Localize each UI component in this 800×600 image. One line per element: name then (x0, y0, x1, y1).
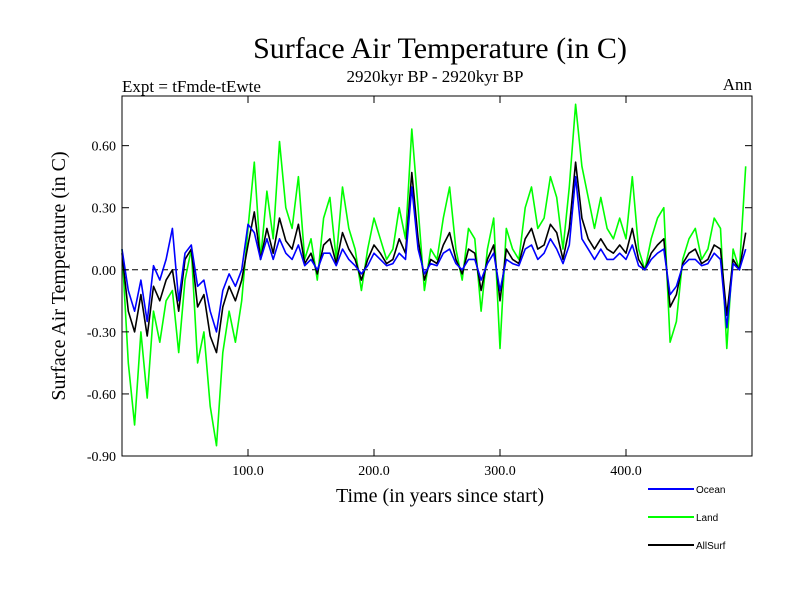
series-line-allsurf (121, 161, 747, 354)
series-line-land (121, 103, 747, 447)
x-tick-label: 300.0 (484, 464, 516, 479)
y-tick-label: 0.30 (92, 202, 117, 217)
y-tick-label: 0.60 (92, 140, 117, 155)
x-axis-label: Time (in years since start) (336, 485, 544, 507)
y-tick-label: -0.90 (87, 450, 116, 465)
plot-frame (121, 95, 753, 457)
y-axis-label: Surface Air Temperature (in C) (48, 151, 70, 400)
axes: 100.0 200.0 300.0 400.0 -0.90 -0.60 -0.30 0.00 0… (87, 96, 752, 479)
legend-label-ocean: Ocean (696, 485, 725, 496)
x-tick-label: 100.0 (232, 464, 264, 479)
x-tick-label: 400.0 (610, 464, 642, 479)
y-tick-label: -0.60 (87, 388, 116, 403)
plot-area (121, 103, 752, 447)
y-tick-label: 0.00 (92, 264, 117, 279)
chart-subtitle: 2920kyr BP - 2920kyr BP (347, 67, 524, 86)
y-tick-label: -0.30 (87, 326, 116, 341)
legend: Ocean Land AllSurf (648, 485, 726, 552)
legend-label-land: Land (696, 513, 718, 524)
season-label: Ann (723, 75, 753, 94)
experiment-label: Expt = tFmde-tEwte (122, 77, 261, 96)
series-line-ocean (121, 175, 747, 333)
x-tick-label: 200.0 (358, 464, 390, 479)
chart-title: Surface Air Temperature (in C) (253, 32, 627, 65)
legend-label-allsurf: AllSurf (696, 541, 726, 552)
